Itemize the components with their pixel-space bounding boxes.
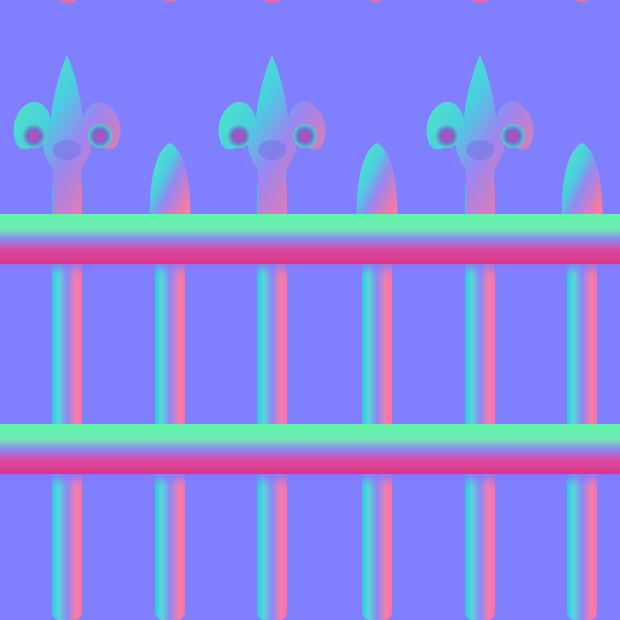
rail-shadow-lower: [0, 473, 620, 487]
rail-upper: [0, 214, 620, 264]
rail-shadow-upper: [0, 262, 620, 276]
rail-lower: [0, 424, 620, 474]
